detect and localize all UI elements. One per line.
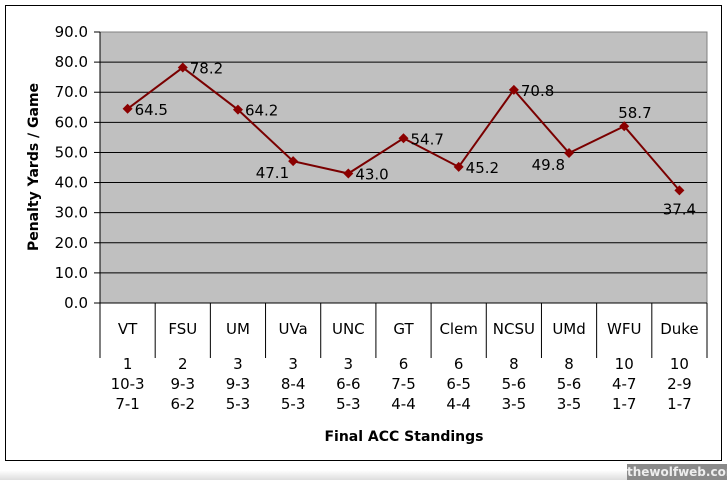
category-team-label: VT bbox=[118, 320, 138, 338]
category-team-label: WFU bbox=[607, 320, 641, 338]
y-tick-label: 70.0 bbox=[55, 83, 88, 101]
category-acc-label: 7-1 bbox=[115, 395, 140, 413]
category-rank-label: 3 bbox=[233, 355, 243, 373]
category-team-label: UM bbox=[226, 320, 250, 338]
category-overall-label: 7-5 bbox=[391, 375, 416, 393]
category-overall-label: 4-7 bbox=[612, 375, 637, 393]
y-tick-label: 90.0 bbox=[55, 23, 88, 41]
data-point-marker bbox=[288, 156, 299, 167]
data-point-marker bbox=[453, 161, 464, 172]
y-tick-label: 60.0 bbox=[55, 113, 88, 131]
category-rank-label: 2 bbox=[178, 355, 188, 373]
category-overall-label: 5-6 bbox=[502, 375, 527, 393]
category-rank-label: 6 bbox=[399, 355, 409, 373]
category-overall-label: 6-6 bbox=[336, 375, 361, 393]
category-team-label: UMd bbox=[552, 320, 585, 338]
category-overall-label: 9-3 bbox=[226, 375, 251, 393]
data-point-marker bbox=[508, 84, 519, 95]
category-rank-label: 6 bbox=[454, 355, 464, 373]
category-rank-label: 10 bbox=[670, 355, 689, 373]
category-team-label: UVa bbox=[278, 320, 307, 338]
data-label: 64.5 bbox=[135, 101, 168, 119]
category-acc-label: 5-3 bbox=[281, 395, 306, 413]
category-acc-label: 5-3 bbox=[226, 395, 251, 413]
category-team-label: Clem bbox=[439, 320, 477, 338]
y-tick-label: 80.0 bbox=[55, 53, 88, 71]
data-label: 45.2 bbox=[466, 159, 499, 177]
category-acc-label: 6-2 bbox=[171, 395, 196, 413]
data-point-marker bbox=[398, 133, 409, 144]
category-overall-label: 10-3 bbox=[111, 375, 145, 393]
category-rank-label: 8 bbox=[509, 355, 519, 373]
x-axis-title: Final ACC Standings bbox=[324, 429, 483, 445]
data-point-marker bbox=[343, 168, 354, 179]
category-team-label: FSU bbox=[168, 320, 197, 338]
y-tick-label: 30.0 bbox=[55, 204, 88, 222]
plot-area bbox=[99, 31, 708, 304]
data-point-marker bbox=[674, 185, 685, 196]
y-tick-label: 40.0 bbox=[55, 174, 88, 192]
category-acc-label: 1-7 bbox=[612, 395, 637, 413]
data-point-marker bbox=[564, 148, 575, 159]
category-rank-label: 3 bbox=[344, 355, 354, 373]
data-label: 58.7 bbox=[618, 104, 651, 122]
category-acc-label: 1-7 bbox=[667, 395, 692, 413]
page-floor bbox=[0, 470, 627, 480]
category-acc-label: 3-5 bbox=[557, 395, 582, 413]
watermark: thewolfweb.com bbox=[627, 464, 727, 480]
category-overall-label: 5-6 bbox=[557, 375, 582, 393]
category-overall-label: 8-4 bbox=[281, 375, 306, 393]
category-rank-label: 1 bbox=[123, 355, 133, 373]
data-point-marker bbox=[177, 62, 188, 73]
data-point-marker bbox=[619, 121, 630, 132]
data-point-marker bbox=[232, 104, 243, 115]
y-tick-label: 20.0 bbox=[55, 234, 88, 252]
category-acc-label: 4-4 bbox=[391, 395, 416, 413]
category-team-label: NCSU bbox=[493, 320, 535, 338]
y-tick-label: 0.0 bbox=[64, 294, 88, 312]
data-label: 47.1 bbox=[256, 164, 289, 182]
category-overall-label: 9-3 bbox=[171, 375, 196, 393]
category-acc-label: 5-3 bbox=[336, 395, 361, 413]
category-rank-label: 8 bbox=[564, 355, 574, 373]
data-point-marker bbox=[122, 103, 133, 114]
y-tick-label: 50.0 bbox=[55, 143, 88, 161]
category-overall-label: 2-9 bbox=[667, 375, 692, 393]
data-label: 37.4 bbox=[663, 200, 696, 218]
data-label: 78.2 bbox=[190, 60, 223, 78]
data-label: 49.8 bbox=[532, 156, 565, 174]
category-rank-label: 3 bbox=[288, 355, 298, 373]
category-acc-label: 4-4 bbox=[446, 395, 471, 413]
data-label: 70.8 bbox=[521, 82, 554, 100]
data-label: 64.2 bbox=[245, 102, 278, 120]
category-team-label: Duke bbox=[660, 320, 698, 338]
category-acc-label: 3-5 bbox=[502, 395, 527, 413]
data-label: 54.7 bbox=[411, 130, 444, 148]
y-tick-label: 10.0 bbox=[55, 264, 88, 282]
category-team-label: GT bbox=[393, 320, 414, 338]
category-rank-label: 10 bbox=[615, 355, 634, 373]
data-label: 43.0 bbox=[355, 166, 388, 184]
category-overall-label: 6-5 bbox=[446, 375, 471, 393]
y-axis-title: Penalty Yards / Game bbox=[26, 83, 42, 251]
category-team-label: UNC bbox=[332, 320, 365, 338]
